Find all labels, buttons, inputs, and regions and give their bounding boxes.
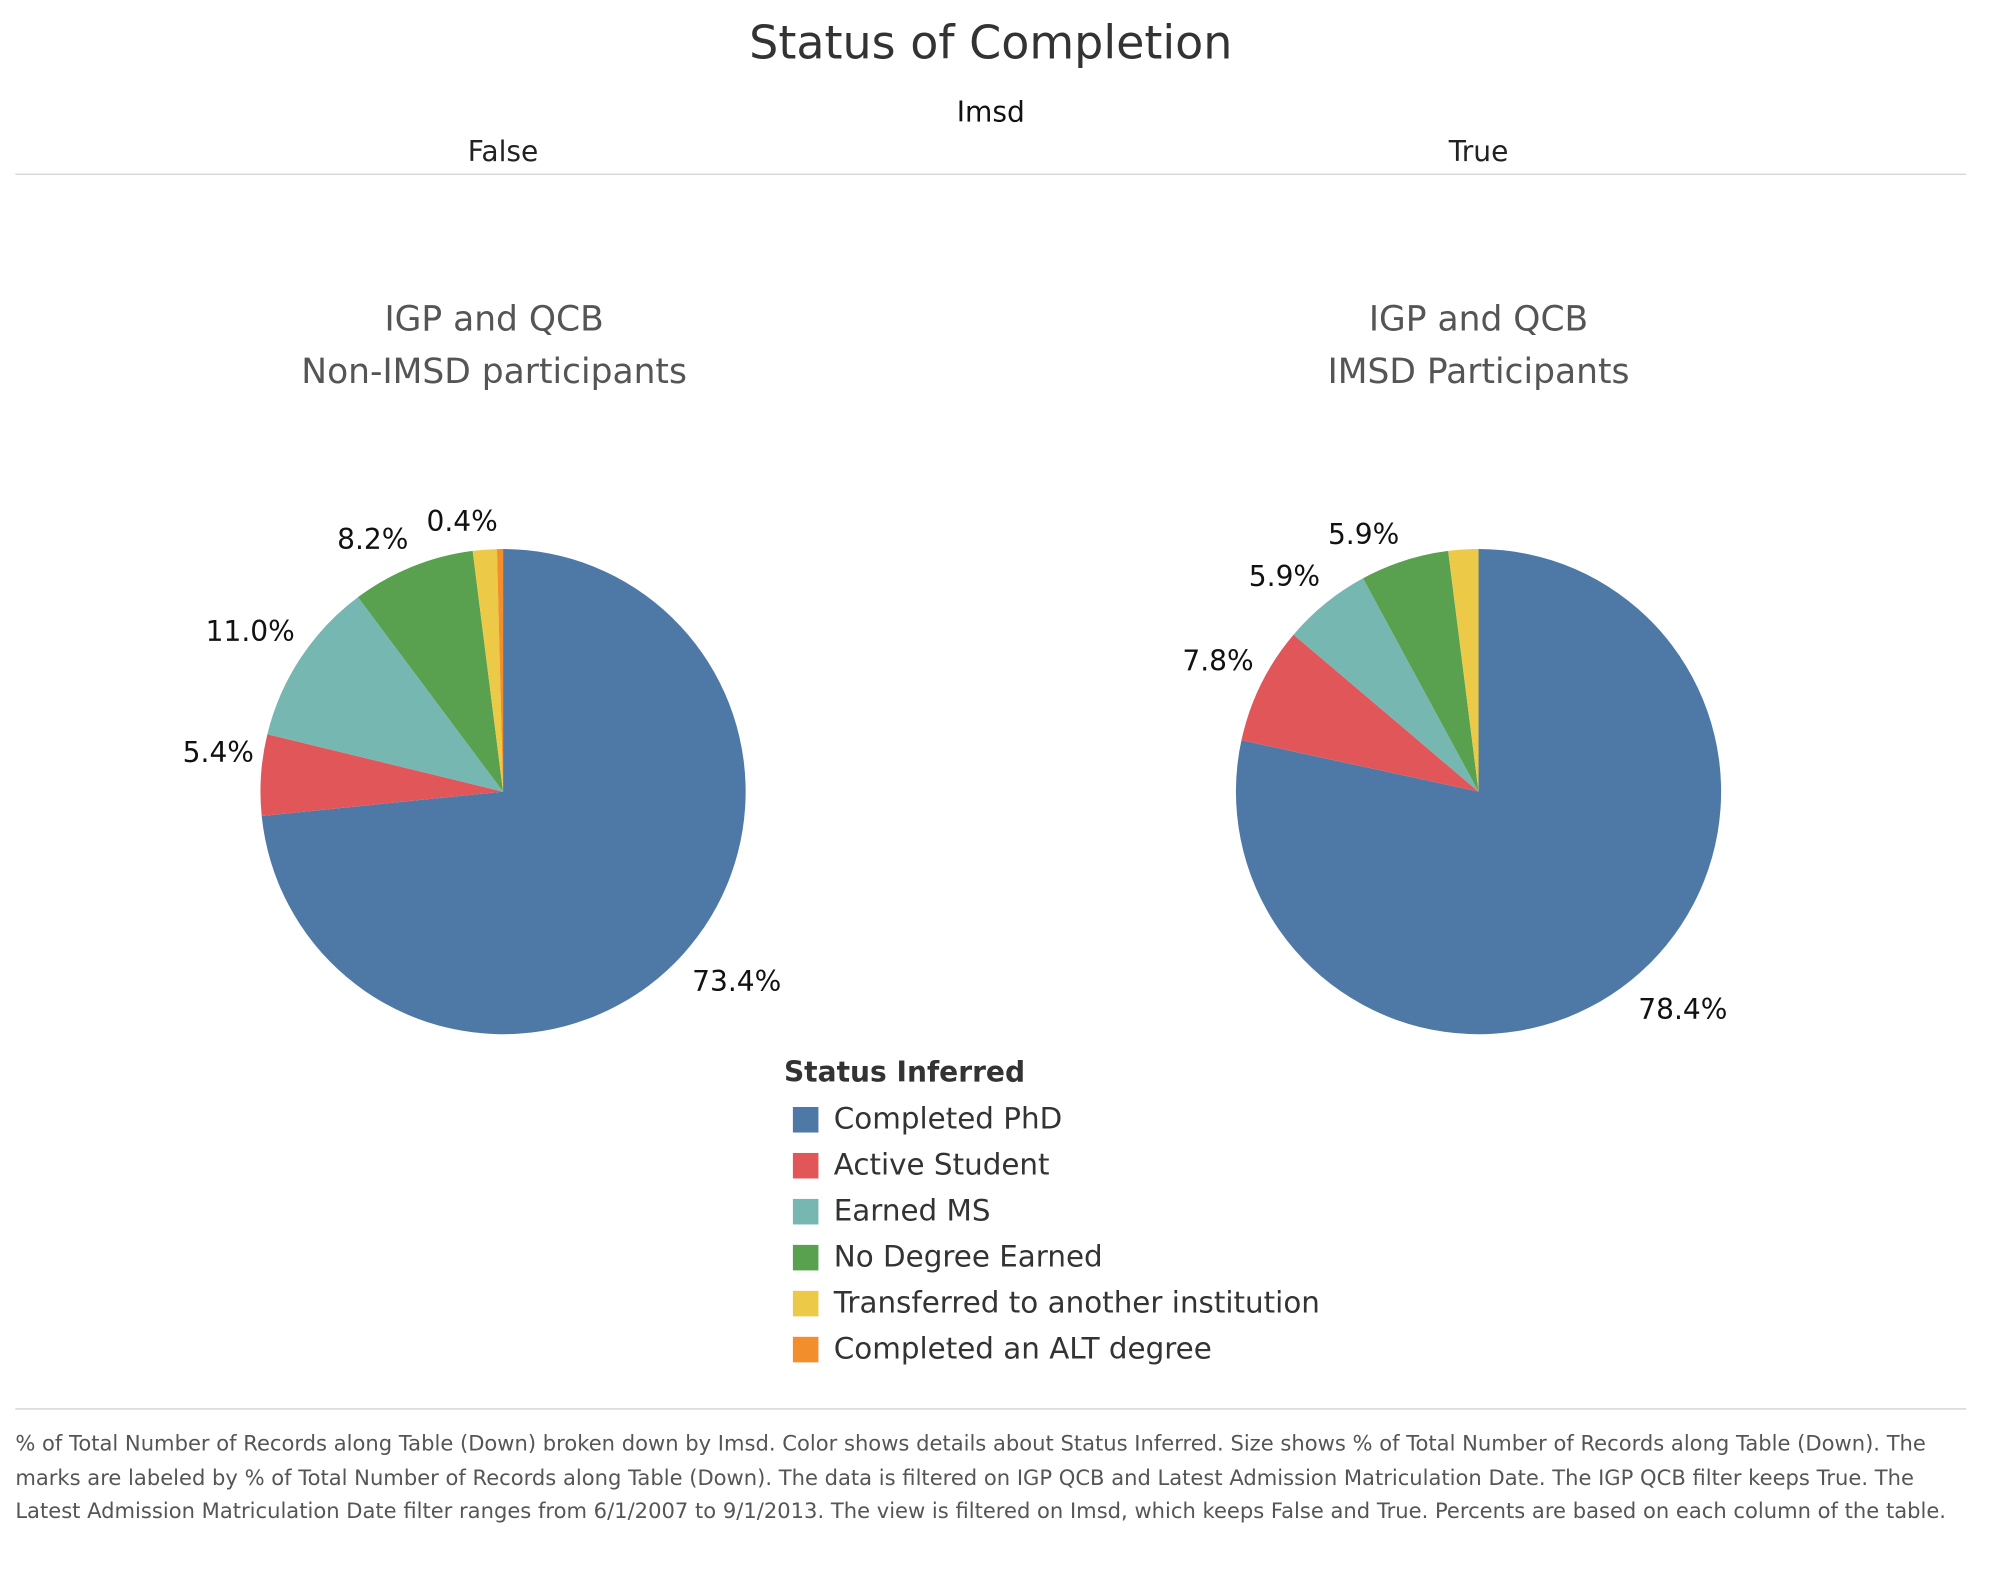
pie-slice[interactable] (1241, 634, 1479, 792)
legend: Status Inferred Completed PhD Active Stud… (784, 1057, 1320, 1372)
legend-swatch (792, 1152, 819, 1179)
data-label: 5.9% (1328, 518, 1399, 551)
legend-swatch (792, 1290, 819, 1317)
legend-item[interactable]: Completed an ALT degree (784, 1327, 1320, 1373)
pie-slice[interactable] (1235, 549, 1722, 1035)
legend-item[interactable]: Completed PhD (784, 1097, 1320, 1143)
legend-item[interactable]: Active Student (784, 1143, 1320, 1189)
legend-item[interactable]: Transferred to another institution (784, 1281, 1320, 1327)
data-label: 78.4% (1638, 993, 1727, 1026)
pie-title-line2: Non-IMSD participants (301, 352, 687, 392)
data-label: 73.4% (692, 965, 781, 998)
pie-title-line1: IGP and QCB (1368, 300, 1589, 340)
pie-slice[interactable] (1293, 578, 1479, 792)
legend-swatch (792, 1244, 819, 1271)
column-value-false: False (467, 136, 539, 169)
pie-charts: 73.4% 5.4% 11.0% 8.2% 0.4% 78.4% 7.8% 5.9%5.9% (183, 505, 1727, 1035)
pie-title-line1: IGP and QCB (384, 300, 604, 340)
pie-title-true: IGP and QCB IMSD Participants (1159, 294, 1797, 399)
legend-swatch (792, 1106, 819, 1133)
legend-swatch (792, 1336, 819, 1363)
data-label: 11.0% (206, 615, 295, 648)
data-label: 5.9% (1249, 560, 1320, 593)
pie-slice[interactable] (261, 549, 746, 1035)
legend-label: Active Student (833, 1149, 1050, 1183)
legend-label: Completed an ALT degree (833, 1332, 1212, 1367)
data-label: 5.4% (183, 736, 254, 769)
data-label: 8.2% (337, 523, 408, 556)
legend-label: Completed PhD (833, 1103, 1063, 1137)
data-label: 0.4% (427, 505, 498, 538)
pie-slice[interactable] (267, 597, 504, 792)
pie-slice[interactable] (1448, 549, 1479, 792)
legend-title: Status Inferred (783, 1057, 1026, 1090)
pie-slice[interactable] (472, 549, 504, 792)
column-header: Imsd (956, 97, 1025, 129)
pie-slice[interactable] (260, 734, 504, 816)
pie-slice[interactable] (496, 549, 504, 792)
legend-item[interactable]: No Degree Earned (784, 1235, 1320, 1281)
column-value-true: True (1448, 136, 1509, 169)
pie-slice[interactable] (1363, 550, 1479, 792)
data-label: 7.8% (1182, 644, 1253, 677)
header-divider (15, 173, 1967, 175)
pie-title-false: IGP and QCB Non-IMSD participants (175, 294, 813, 399)
legend-label: Earned MS (833, 1195, 991, 1229)
legend-item[interactable]: Earned MS (784, 1189, 1320, 1235)
legend-label: Transferred to another institution (833, 1287, 1320, 1321)
pie-title-line2: IMSD Participants (1327, 352, 1630, 392)
legend-swatch (792, 1198, 819, 1225)
footer-divider (15, 1408, 1967, 1410)
pie-slice[interactable] (358, 550, 504, 792)
legend-label: No Degree Earned (833, 1241, 1103, 1275)
chart-title: Status of Completion (749, 17, 1233, 71)
caption: % of Total Number of Records along Table… (15, 1431, 1947, 1524)
